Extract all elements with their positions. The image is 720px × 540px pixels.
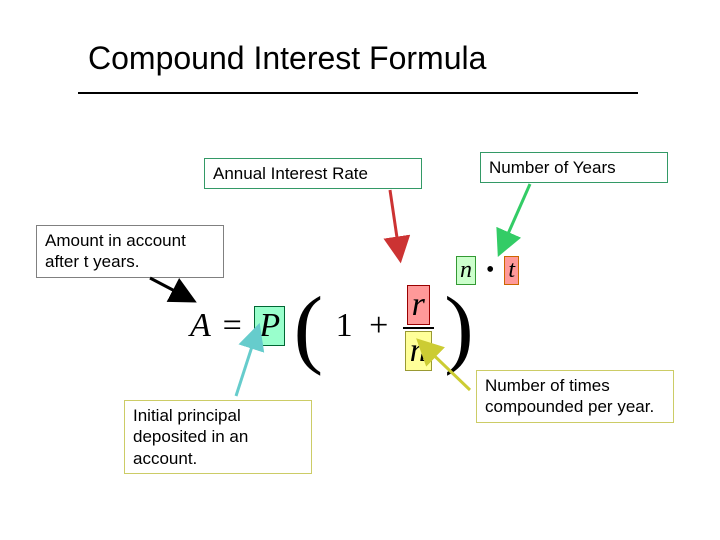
label-initial-principal: Initial principal deposited in an accoun…: [124, 400, 312, 474]
var-n-denominator: n: [405, 331, 432, 371]
var-r: r: [407, 285, 430, 325]
dot-multiply: •: [482, 257, 498, 283]
left-paren: (: [294, 279, 323, 377]
label-annual-interest-rate: Annual Interest Rate: [204, 158, 422, 189]
slide-title: Compound Interest Formula: [88, 40, 486, 77]
exponent-n-dot-t: n • t: [456, 256, 519, 285]
label-amount-after-t-years: Amount in account after t years.: [36, 225, 224, 278]
title-underline: [78, 92, 638, 94]
const-one: 1: [332, 307, 357, 344]
var-n-exponent: n: [456, 256, 476, 285]
label-number-of-years: Number of Years: [480, 152, 668, 183]
fraction-r-over-n: r n: [403, 285, 434, 371]
right-paren: ): [444, 279, 473, 377]
var-A: A: [190, 307, 210, 344]
equals-sign: =: [219, 307, 246, 344]
var-t-exponent: t: [504, 256, 519, 285]
plus-sign: +: [365, 307, 392, 344]
compound-interest-formula: A = P ( 1 + r n ): [190, 285, 474, 371]
var-P: P: [254, 306, 285, 346]
label-times-compounded: Number of times compounded per year.: [476, 370, 674, 423]
